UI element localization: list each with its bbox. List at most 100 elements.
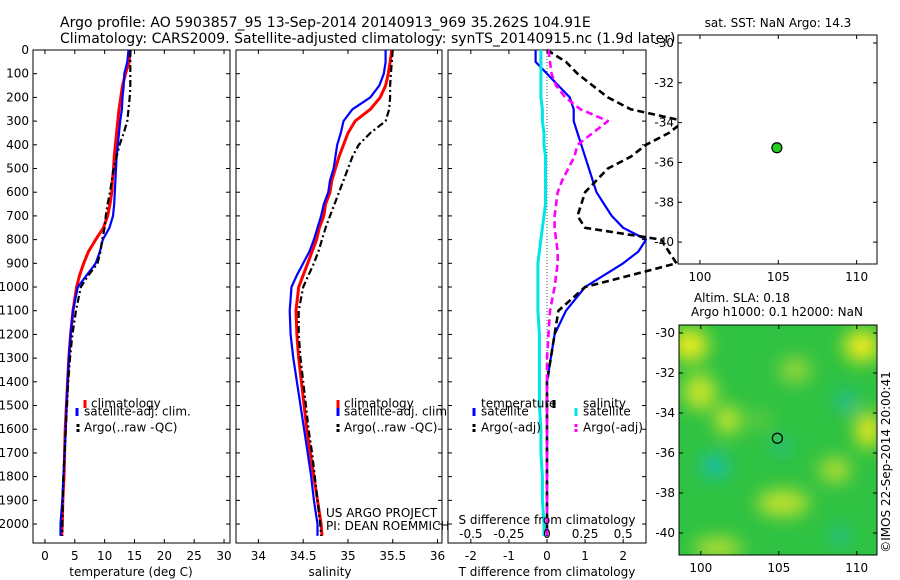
- depth-axis: 0 100 200 300 400 500 600 700 800 900 1000 1100 1200…: [0, 43, 230, 531]
- y-tick-label: 800: [6, 233, 29, 247]
- argo-location-marker: [771, 142, 783, 154]
- y-tick-label: -30: [654, 36, 674, 50]
- legend-climatology: climatology: [91, 397, 161, 411]
- y-tick-label: 1800: [0, 470, 29, 484]
- x-tick-label: 100: [689, 561, 712, 575]
- y-tick-label: -34: [654, 116, 674, 130]
- temperature-axes-box: [32, 49, 231, 544]
- y-tick-label: 1200: [0, 327, 29, 341]
- y-tick-label: -32: [654, 76, 674, 90]
- t-difference-xlabel: T difference from climatology: [458, 565, 636, 579]
- sla-heatmap-base: [679, 325, 877, 555]
- y-tick-label: 1700: [0, 446, 29, 460]
- sla-blob: [837, 392, 855, 410]
- difference-lines: [534, 48, 686, 536]
- y-tick-label: -38: [655, 486, 675, 500]
- legend-heading-temperature: temperature: [481, 397, 556, 411]
- sla-blob: [779, 358, 811, 382]
- x-tick-label: 110: [845, 561, 868, 575]
- y-tick-label: -30: [655, 326, 675, 340]
- x-tick-label: -2: [465, 549, 477, 563]
- y-tick-label: 1000: [0, 280, 29, 294]
- salinity-axes-box: [235, 49, 443, 544]
- temperature-lines: [59, 49, 132, 536]
- sla-blob: [684, 374, 716, 410]
- y-tick-label: 1600: [0, 422, 29, 436]
- sla-blob: [757, 490, 809, 516]
- x-tick-label: 110: [845, 270, 868, 284]
- salinity-xlabel: salinity: [308, 565, 351, 579]
- series-line-2: [536, 50, 547, 536]
- temperature-legend: climatology satellite-adj. clim. Argo(..…: [75, 397, 191, 435]
- x-tick-label: 36: [430, 549, 445, 563]
- y-tick-label: -36: [655, 446, 675, 460]
- sla-blob: [716, 406, 740, 434]
- s-tick-label: -0.25: [493, 527, 524, 541]
- x-tick-label: 15: [127, 549, 142, 563]
- s-tick-label: 0: [543, 527, 551, 541]
- legend-argo: Argo(..raw -QC): [344, 421, 437, 435]
- difference-panel: -2 -1 0 1 2 -0.5 -0.25 0 0.25 0.5 S difference f…: [447, 48, 686, 579]
- argo-location-marker: [771, 432, 783, 444]
- sla-blob: [750, 411, 770, 429]
- x-tick-label: 2: [619, 549, 627, 563]
- y-tick-label: 200: [6, 90, 29, 104]
- sla-map-axes-box: [678, 324, 878, 556]
- x-tick-label: 35: [340, 549, 355, 563]
- sla-map-axes: 100 105 110 -30 -32 -34 -36 -38 -40: [655, 325, 877, 575]
- y-tick-label: -34: [655, 406, 675, 420]
- series-line-2: [297, 49, 394, 536]
- sla-blob: [774, 440, 790, 454]
- x-tick-label: 34: [251, 549, 266, 563]
- y-tick-label: 2000: [0, 517, 29, 531]
- legend-satellite: satellite-adj. clim.: [344, 405, 451, 419]
- sst-map-axes: 100 105 110 -30 -32 -34 -36 -38 -40: [654, 35, 877, 284]
- y-tick-label: 300: [6, 114, 29, 128]
- sla-blob: [844, 330, 877, 362]
- y-tick-label: 1400: [0, 375, 29, 389]
- salinity-x-axis: 34 34.5 35 35.5 36: [251, 50, 445, 563]
- sla-heatmap: [679, 329, 877, 555]
- difference-legend: temperature salinity satellite Argo(-adj…: [472, 397, 643, 435]
- sla-blob: [856, 412, 877, 448]
- title-line-1: Argo profile: AO 5903857_95 13-Sep-2014 …: [60, 15, 591, 31]
- y-tick-label: 1900: [0, 493, 29, 507]
- legend-s-argo: Argo(-adj): [583, 421, 643, 435]
- x-tick-label: 5: [71, 549, 79, 563]
- y-tick-label: 400: [6, 138, 29, 152]
- sla-blob: [679, 329, 708, 361]
- series-line-1: [545, 48, 686, 536]
- temperature-panel: 0100200300400500600700800900100011001200…: [0, 43, 232, 579]
- x-tick-label: 100: [688, 270, 711, 284]
- project-line-1: US ARGO PROJECT: [326, 506, 438, 520]
- legend-s-satellite: satellite: [583, 405, 631, 419]
- x-tick-label: 105: [767, 561, 790, 575]
- y-tick-label: 600: [6, 185, 29, 199]
- y-tick-label: 900: [6, 256, 29, 270]
- t-difference-x-axis: -2 -1 0 1 2: [465, 50, 627, 563]
- y-tick-label: 700: [6, 209, 29, 223]
- temperature-xlabel: temperature (deg C): [69, 565, 192, 579]
- y-tick-label: 0: [21, 43, 29, 57]
- imos-stamp: ©IMOS 22-Sep-2014 20:00:41: [879, 371, 893, 553]
- x-tick-label: 35.5: [379, 549, 406, 563]
- y-tick-label: 1300: [0, 351, 29, 365]
- sla-map-title-2: Argo h1000: 0.1 h2000: NaN: [691, 305, 863, 319]
- x-tick-label: 105: [767, 270, 790, 284]
- sla-blob: [831, 528, 849, 544]
- y-tick-label: -40: [655, 526, 675, 540]
- s-difference-x-axis: -0.5 -0.25 0 0.25 0.5: [459, 527, 633, 541]
- sla-blob: [694, 538, 742, 555]
- series-line-3: [545, 49, 610, 536]
- s-tick-label: 0.25: [572, 527, 599, 541]
- x-tick-label: 0: [41, 549, 49, 563]
- series-line-2: [61, 50, 132, 536]
- x-tick-label: -1: [503, 549, 515, 563]
- x-tick-label: 34.5: [290, 549, 317, 563]
- legend-t-argo: Argo(-adj): [481, 421, 541, 435]
- y-tick-label: -38: [654, 195, 674, 209]
- legend-argo: Argo(..raw -QC): [84, 421, 177, 435]
- salinity-legend: climatology satellite-adj. clim. Argo(..…: [336, 397, 451, 435]
- x-tick-label: 10: [97, 549, 112, 563]
